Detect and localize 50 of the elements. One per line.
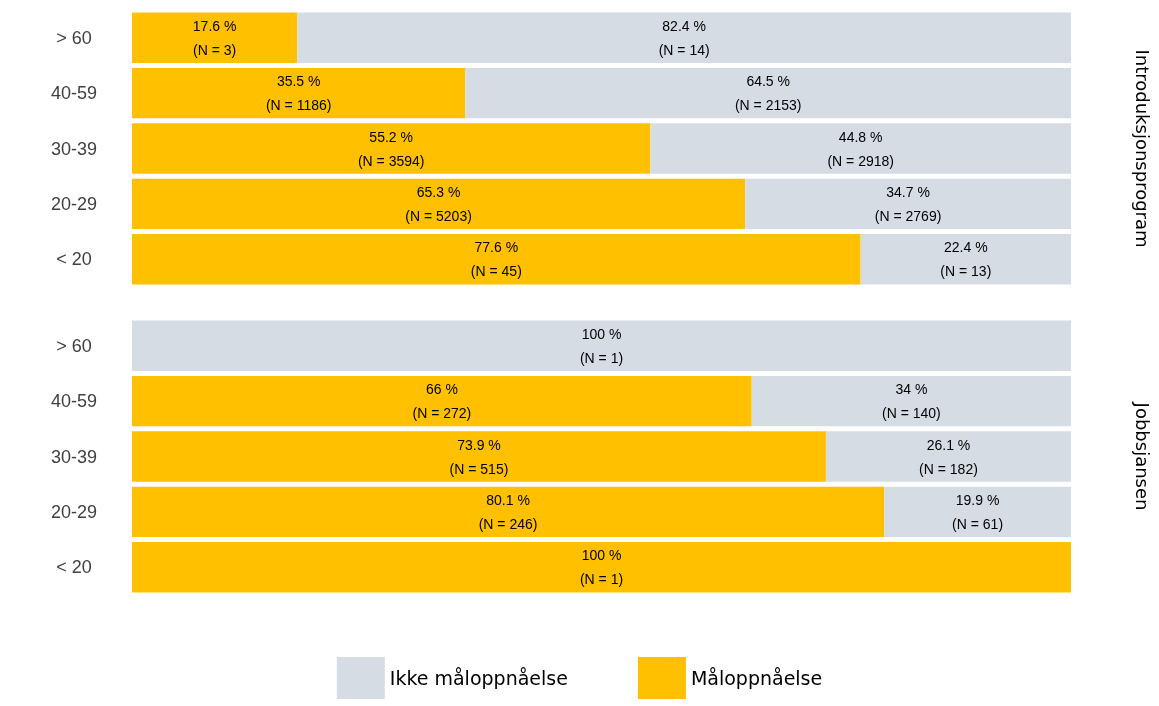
y2-axis-title: Introduksjonsprogram <box>1131 49 1153 248</box>
bar <box>132 178 746 230</box>
data-label: 22.4 % (N = 13) <box>940 239 992 280</box>
data-label: 17.6 % (N = 3) <box>192 17 237 58</box>
y-tick-label: 20-29 <box>50 501 98 522</box>
data-label: 73.9 % (N = 515) <box>449 436 509 477</box>
y-tick-label: > 60 <box>56 335 92 356</box>
data-label: 19.9 % (N = 61) <box>952 491 1004 532</box>
bar <box>751 375 1071 427</box>
y-tick-label: > 60 <box>56 27 92 48</box>
y-tick-label: < 20 <box>56 557 92 578</box>
bar <box>132 234 861 285</box>
data-label: 64.5 % (N = 2153) <box>734 73 802 114</box>
data-label: 77.6 % (N = 45) <box>470 239 522 280</box>
data-label: 44.8 % (N = 2918) <box>827 128 894 169</box>
bar <box>745 178 1071 230</box>
y-tick-label: 40-59 <box>50 83 98 104</box>
data-label: 100 % (N = 1) <box>579 325 624 366</box>
y-tick-label: 30-39 <box>50 446 98 467</box>
bar <box>132 375 752 427</box>
y-tick-label: 40-59 <box>50 391 98 412</box>
data-label: 34.7 % (N = 2769) <box>874 183 942 224</box>
data-label: 82.4 % (N = 14) <box>658 17 710 58</box>
bar <box>884 486 1071 538</box>
data-label: 80.1 % (N = 246) <box>478 491 538 532</box>
data-label: 34 % (N = 140) <box>881 381 941 422</box>
data-label: 66 % (N = 272) <box>412 381 472 422</box>
bar <box>650 123 1071 174</box>
bar <box>132 431 826 482</box>
bar <box>132 12 298 63</box>
y-tick-label: 30-39 <box>50 138 98 159</box>
data-label: 65.3 % (N = 5203) <box>405 183 472 224</box>
bar <box>132 486 885 538</box>
data-label: 100 % (N = 1) <box>579 547 624 588</box>
data-label: 26.1 % (N = 182) <box>919 436 978 477</box>
y2-axis-title: Jobbsjansen <box>1131 401 1153 511</box>
bar <box>297 12 1071 63</box>
data-label: 55.2 % (N = 3594) <box>357 128 425 169</box>
y-tick-label: 20-29 <box>50 193 98 214</box>
legend-label: Måloppnåelse <box>690 667 823 689</box>
data-label: 35.5 % (N = 1186) <box>265 73 332 114</box>
bar <box>132 67 466 119</box>
legend-label: Ikke måloppnåelse <box>389 667 568 689</box>
y-tick-label: < 20 <box>56 249 92 270</box>
bar <box>132 320 1071 371</box>
bar <box>132 542 1071 593</box>
bar <box>132 123 651 174</box>
bar <box>465 67 1071 119</box>
bar <box>860 234 1071 285</box>
bar <box>825 431 1071 482</box>
